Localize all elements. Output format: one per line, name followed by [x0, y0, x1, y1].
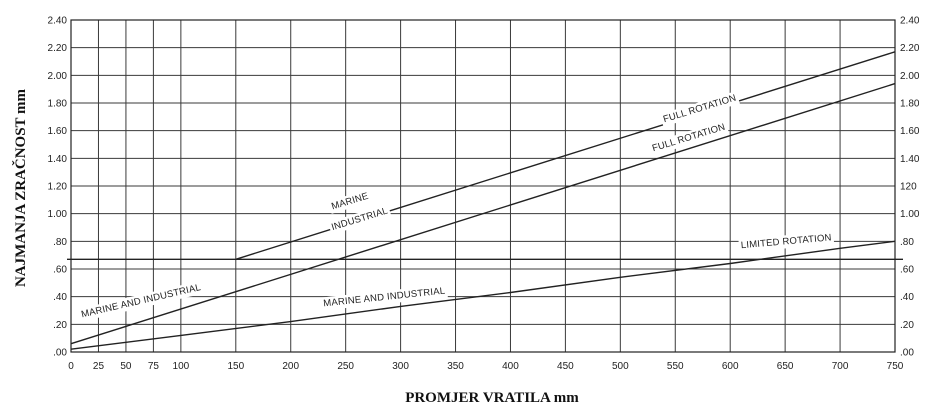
y-tick-label-left: 2.40	[48, 16, 68, 27]
y-tick-label-right: 1.40	[900, 154, 920, 165]
tick-labels: 0 25 50 75 100 150 200 250 300 350 400 450 500 550 600…	[48, 16, 920, 373]
x-tick-label: 350	[447, 361, 464, 372]
y-tick-label-left: 1.20	[48, 182, 68, 193]
y-tick-label-right: .80	[900, 237, 914, 248]
y-tick-label-right: 1.00	[900, 209, 920, 220]
y-tick-label-right: 2.00	[900, 71, 920, 82]
x-tick-label: 75	[148, 361, 160, 372]
series-line-2	[70, 82, 896, 345]
x-tick-label: 0	[68, 361, 74, 372]
x-tick-label: 300	[392, 361, 409, 372]
y-tick-label-right: .40	[900, 292, 914, 303]
curve-label-background	[659, 91, 740, 127]
y-tick-label-left: .60	[53, 265, 67, 276]
y-tick-label-right: 2.20	[900, 43, 920, 54]
y-tick-label-right: 120	[900, 182, 917, 193]
y-axis-title: NAJMANJA ZRAČNOST mm	[12, 88, 29, 287]
curve-label: LIMITED ROTATION	[740, 232, 832, 251]
curve-label-background	[738, 231, 835, 253]
curve-label-background	[648, 120, 729, 156]
y-tick-label-left: .00	[53, 348, 67, 359]
x-tick-label: 100	[173, 361, 190, 372]
curve-label-background	[320, 284, 448, 311]
y-tick-label-left: 2.00	[48, 71, 68, 82]
plot-frame	[70, 19, 896, 353]
x-tick-label: 750	[887, 361, 904, 372]
curve-label-background	[327, 203, 392, 235]
series-lines	[67, 51, 903, 350]
y-tick-label-left: 1.40	[48, 154, 68, 165]
x-tick-label: 150	[227, 361, 244, 372]
curve-label-background	[327, 189, 373, 214]
grid	[70, 19, 896, 353]
x-tick-label: 550	[667, 361, 684, 372]
curve-label: FULL ROTATION	[662, 93, 738, 126]
y-tick-label-left: .80	[53, 237, 67, 248]
x-tick-label: 25	[93, 361, 105, 372]
y-tick-label-left: 2.20	[48, 43, 68, 54]
x-tick-label: 700	[832, 361, 849, 372]
y-tick-label-right: 2.40	[900, 16, 920, 27]
x-tick-label: 50	[120, 361, 132, 372]
x-axis-title: PROMJER VRATILA mm	[405, 390, 579, 406]
y-tick-label-left: .40	[53, 292, 67, 303]
y-tick-label-right: .60	[900, 265, 914, 276]
x-tick-label: 500	[612, 361, 629, 372]
curve-label-background	[78, 280, 205, 322]
curve-label: MARINE	[330, 191, 370, 213]
y-tick-label-right: 1.80	[900, 99, 920, 110]
y-tick-label-left: 1.60	[48, 126, 68, 137]
x-tick-label: 200	[282, 361, 299, 372]
y-tick-label-left: .20	[53, 320, 67, 331]
y-tick-label-left: 1.80	[48, 99, 68, 110]
x-tick-label: 250	[337, 361, 354, 372]
series-line-3	[70, 240, 896, 350]
y-tick-label-right: .20	[900, 320, 914, 331]
y-tick-label-right: 1.60	[900, 126, 920, 137]
x-tick-label: 450	[557, 361, 574, 372]
curve-label: MARINE AND INDUSTRIAL	[323, 286, 446, 310]
y-tick-label-right: .00	[900, 348, 914, 359]
x-tick-label: 400	[502, 361, 519, 372]
y-tick-label-left: 1.00	[48, 209, 68, 220]
x-tick-label: 650	[777, 361, 794, 372]
x-tick-label: 600	[722, 361, 739, 372]
